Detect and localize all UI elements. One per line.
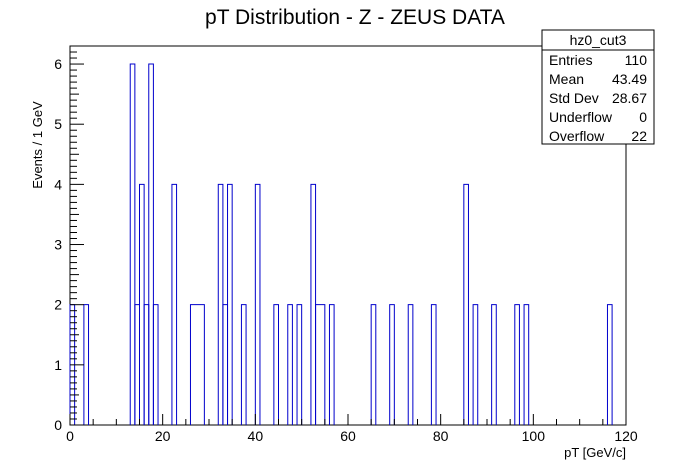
histogram-bin — [472, 304, 479, 425]
histogram-bin — [134, 304, 140, 425]
histogram-bin — [143, 304, 150, 425]
histogram-bin — [129, 63, 136, 425]
histogram-bin — [407, 304, 414, 425]
y-tick-label: 2 — [54, 297, 62, 313]
histogram-bin — [240, 304, 247, 425]
x-tick-label: 80 — [433, 428, 449, 444]
y-tick-label: 3 — [54, 237, 62, 253]
histogram-bin — [523, 304, 530, 425]
y-tick-label: 0 — [54, 417, 62, 433]
histogram-bars — [69, 63, 613, 425]
y-tick-label: 4 — [54, 176, 62, 192]
x-tick-label: 60 — [340, 428, 356, 444]
y-tick-label: 1 — [54, 357, 62, 373]
stats-row-label: Entries — [549, 52, 593, 68]
y-tick-label: 5 — [54, 116, 62, 132]
y-axis: 0 1 2 3 4 5 6 — [54, 45, 84, 433]
histogram-bin — [148, 63, 154, 425]
stats-row-value: 43.49 — [612, 71, 647, 87]
histogram-bin — [152, 304, 159, 425]
histogram-bin — [273, 304, 279, 425]
y-axis-title: Events / 1 GeV — [30, 101, 45, 189]
histogram-bin — [222, 304, 229, 425]
histogram-bin — [514, 304, 520, 425]
stats-row-label: Std Dev — [549, 90, 599, 106]
stats-row-value: 0 — [639, 109, 647, 125]
x-axis-title: pT [GeV/c] — [564, 445, 626, 460]
histogram-bin — [315, 304, 326, 425]
x-tick-label: 120 — [614, 428, 638, 444]
histogram-bin — [227, 183, 233, 425]
histogram-bin — [217, 183, 224, 425]
x-tick-label: 0 — [66, 428, 74, 444]
histogram-bin — [491, 304, 497, 425]
stats-box-rows: Entries 110 Mean 43.49 Std Dev 28.67 Underflow… — [549, 52, 647, 144]
histogram-bin — [254, 183, 261, 425]
histogram-bin — [287, 304, 293, 425]
chart-title: pT Distribution - Z - ZEUS DATA — [205, 6, 505, 29]
histogram-bin — [389, 304, 395, 425]
x-tick-label: 20 — [155, 428, 171, 444]
stats-row-label: Mean — [549, 71, 584, 87]
histogram-bin — [370, 304, 377, 425]
histogram-bin — [328, 304, 335, 425]
x-axis: 0 20 40 60 80 100 120 — [66, 414, 638, 444]
histogram-bin — [296, 304, 303, 425]
x-tick-label: 100 — [522, 428, 546, 444]
stats-box: hz0_cut3 Entries 110 Mean 43.49 Std Dev 28.67… — [541, 29, 655, 145]
stats-row-value: 28.67 — [612, 90, 647, 106]
stats-row-value: 22 — [631, 128, 647, 144]
x-tick-label: 40 — [248, 428, 264, 444]
histogram-bin — [310, 183, 317, 425]
stats-row-label: Overflow — [549, 128, 605, 144]
histogram-bin — [83, 304, 90, 425]
histogram-bin — [430, 304, 437, 425]
y-tick-label: 6 — [54, 56, 62, 72]
histogram-bin — [463, 183, 469, 425]
histogram-bin — [139, 183, 145, 425]
histogram-bin — [606, 304, 613, 425]
stats-box-frame — [541, 29, 655, 145]
stats-box-name: hz0_cut3 — [570, 32, 627, 48]
stats-row-label: Underflow — [549, 109, 613, 125]
histogram-bin — [171, 183, 178, 425]
histogram-bin — [189, 304, 205, 425]
stats-row-value: 110 — [625, 52, 648, 68]
